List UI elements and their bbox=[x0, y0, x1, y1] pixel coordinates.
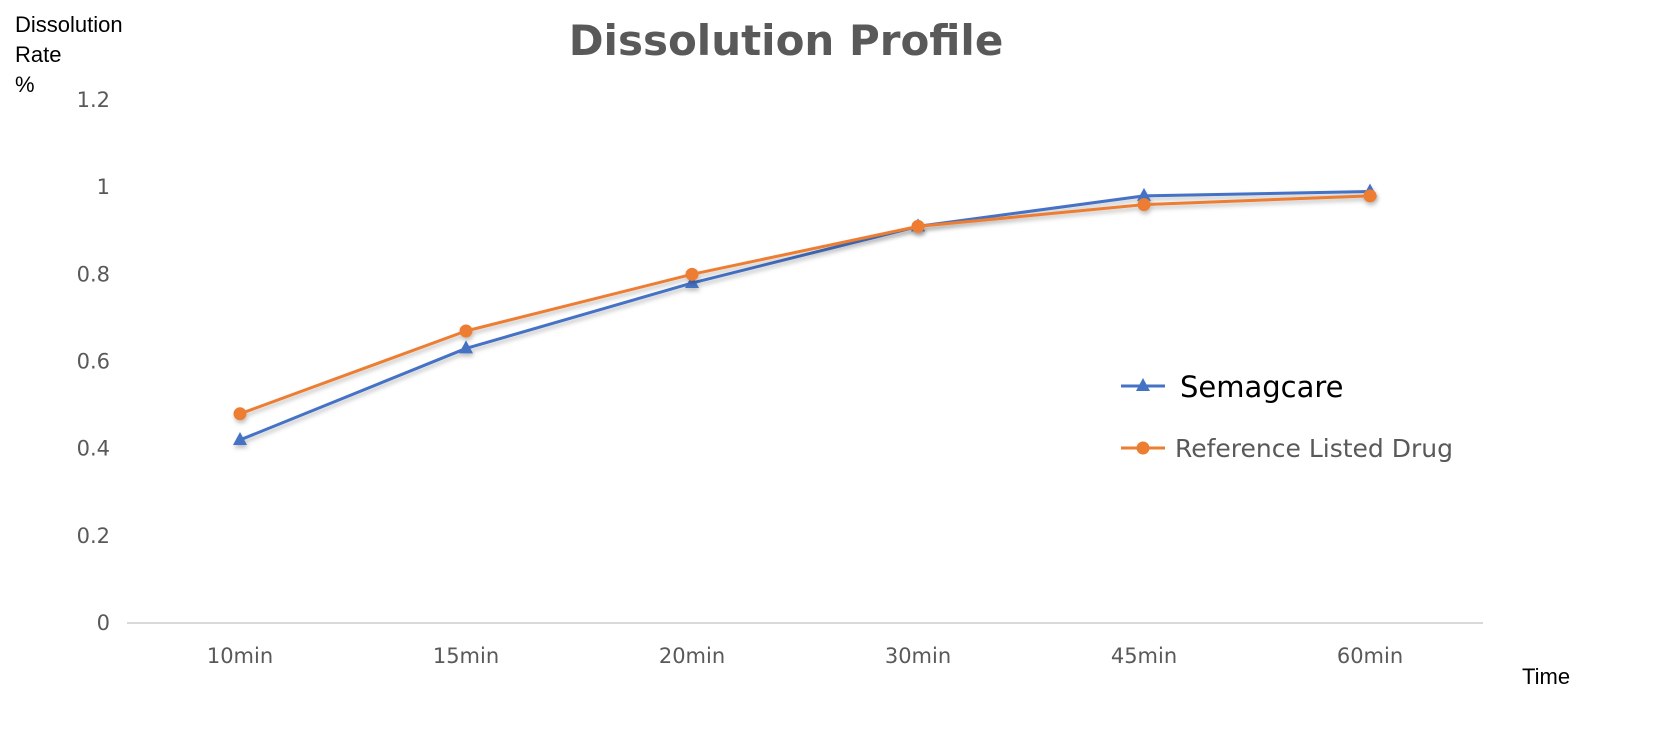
series-line bbox=[239, 194, 1371, 416]
y-tick-label: 1.2 bbox=[77, 88, 110, 112]
x-tick-label: 20min bbox=[659, 644, 725, 668]
legend-item-reference-listed-drug: Reference Listed Drug bbox=[1121, 434, 1453, 463]
x-tick-label: 10min bbox=[207, 644, 273, 668]
y-tick-label: 0.8 bbox=[77, 262, 110, 286]
circle-marker-icon bbox=[233, 407, 247, 421]
circle-marker-icon bbox=[685, 267, 699, 281]
triangle-marker-icon bbox=[685, 275, 699, 289]
y-tick-label: 0.6 bbox=[77, 350, 110, 374]
y-axis-ticks: 0 0.2 0.4 0.6 0.8 1 1.2 bbox=[77, 88, 110, 635]
circle-marker-icon bbox=[1363, 189, 1377, 203]
x-tick-label: 60min bbox=[1337, 644, 1403, 668]
plot-area bbox=[233, 183, 1377, 445]
y-axis-title-line-3: % bbox=[15, 72, 35, 97]
x-tick-label: 45min bbox=[1111, 644, 1177, 668]
series-semagcare bbox=[233, 183, 1377, 445]
triangle-marker-icon bbox=[459, 340, 473, 354]
y-tick-label: 0 bbox=[97, 611, 110, 635]
series-line bbox=[239, 190, 1371, 442]
circle-marker-icon bbox=[1136, 441, 1150, 455]
x-axis-title: Time bbox=[1522, 664, 1571, 689]
y-axis-title-line-2: Rate bbox=[15, 42, 62, 67]
circle-marker-icon bbox=[1137, 198, 1151, 212]
y-tick-label: 0.4 bbox=[77, 437, 110, 461]
triangle-marker-icon bbox=[233, 431, 247, 445]
y-tick-label: 1 bbox=[97, 175, 110, 199]
legend: Semagcare Reference Listed Drug bbox=[1121, 370, 1453, 463]
chart-title: Dissolution Profile bbox=[568, 16, 1004, 65]
circle-marker-icon bbox=[459, 324, 473, 338]
y-axis-title-line-1: Dissolution bbox=[15, 12, 123, 37]
y-axis-title: Dissolution Rate % bbox=[15, 10, 123, 100]
legend-label-reference-listed-drug: Reference Listed Drug bbox=[1175, 434, 1453, 463]
triangle-marker-icon bbox=[1137, 187, 1151, 201]
legend-item-semagcare: Semagcare bbox=[1121, 370, 1344, 404]
y-tick-label: 0.2 bbox=[77, 524, 110, 548]
triangle-marker-icon bbox=[1136, 378, 1150, 391]
x-axis-ticks: 10min 15min 20min 30min 45min 60min bbox=[207, 644, 1403, 668]
series-reference-listed-drug bbox=[233, 189, 1377, 421]
x-tick-label: 15min bbox=[433, 644, 499, 668]
legend-label-semagcare: Semagcare bbox=[1180, 370, 1344, 404]
x-tick-label: 30min bbox=[885, 644, 951, 668]
circle-marker-icon bbox=[911, 219, 925, 233]
